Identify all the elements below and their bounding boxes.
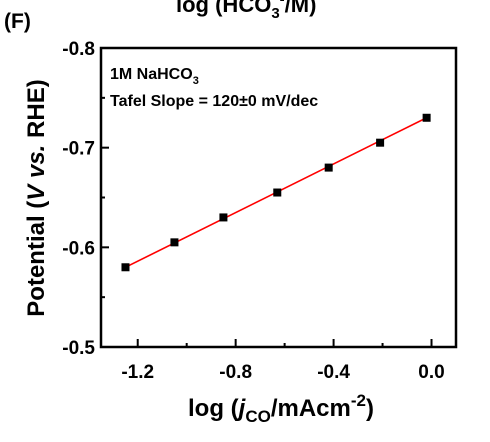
annotation-tafel-slope: Tafel Slope = 120±0 mV/dec: [110, 93, 318, 110]
data-points: [121, 113, 431, 272]
y-tick-label: -0.6: [62, 238, 95, 259]
x-tick-label: -0.4: [317, 362, 350, 383]
x-axis-label: log (jCO/mAcm-2): [188, 391, 374, 426]
y-tick-label: -0.8: [62, 39, 95, 60]
data-point: [376, 138, 385, 147]
data-point: [121, 263, 130, 272]
axis-tick-labels: -1.2 -0.8 -0.4 0.0 -0.8 -0.7 -0.6 -0.5: [62, 39, 444, 383]
y-axis-label: Potential (V vs. RHE): [23, 79, 50, 316]
data-point: [170, 238, 179, 247]
x-tick-label: -0.8: [219, 362, 252, 383]
panel-label: (F): [4, 10, 31, 33]
data-point: [422, 113, 431, 122]
x-tick-label: -1.2: [121, 362, 154, 383]
data-point: [273, 188, 282, 197]
axis-ticks: [101, 47, 433, 348]
y-tick-label: -0.7: [62, 139, 95, 160]
annotation-electrolyte: 1M NaHCO3: [110, 66, 199, 87]
data-point: [324, 163, 333, 172]
y-tick-label: -0.5: [62, 338, 95, 359]
top-cut-title: log (HCO3-/M): [176, 0, 316, 22]
x-tick-label: 0.0: [418, 362, 444, 383]
data-point: [219, 213, 228, 222]
